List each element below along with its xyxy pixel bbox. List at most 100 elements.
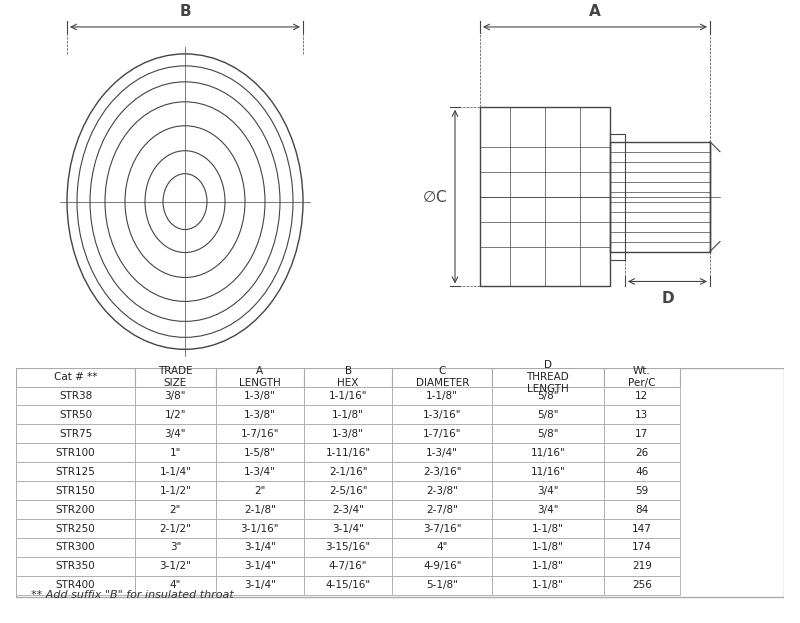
Bar bbox=[216, 424, 304, 444]
Text: 5/8": 5/8" bbox=[537, 391, 558, 401]
Bar bbox=[304, 406, 392, 424]
Bar bbox=[304, 368, 392, 386]
Text: 1-1/4": 1-1/4" bbox=[159, 467, 191, 477]
Text: STR150: STR150 bbox=[56, 486, 95, 496]
Bar bbox=[492, 538, 603, 557]
Bar bbox=[135, 481, 216, 500]
Bar bbox=[392, 576, 492, 595]
Bar bbox=[135, 462, 216, 481]
Text: 174: 174 bbox=[632, 543, 652, 553]
Text: 3/4": 3/4" bbox=[165, 429, 186, 439]
Text: 2": 2" bbox=[170, 505, 181, 515]
Text: 84: 84 bbox=[635, 505, 649, 515]
Bar bbox=[135, 519, 216, 538]
Text: STR50: STR50 bbox=[59, 410, 92, 420]
Text: 1-1/8": 1-1/8" bbox=[532, 561, 564, 571]
Bar bbox=[16, 557, 135, 576]
Bar bbox=[392, 500, 492, 519]
Bar bbox=[492, 386, 603, 406]
Bar bbox=[16, 406, 135, 424]
Bar bbox=[16, 424, 135, 444]
Text: A
LENGTH: A LENGTH bbox=[239, 366, 281, 388]
Bar bbox=[135, 557, 216, 576]
Text: TRADE
SIZE: TRADE SIZE bbox=[158, 366, 193, 388]
Text: 1-1/8": 1-1/8" bbox=[532, 581, 564, 591]
Bar bbox=[216, 519, 304, 538]
Text: 4": 4" bbox=[437, 543, 448, 553]
Bar bbox=[492, 462, 603, 481]
Text: 3/4": 3/4" bbox=[537, 505, 558, 515]
Text: C
DIAMETER: C DIAMETER bbox=[415, 366, 469, 388]
Bar bbox=[216, 444, 304, 462]
Text: 3/4": 3/4" bbox=[537, 486, 558, 496]
Bar bbox=[392, 424, 492, 444]
Text: 2-1/8": 2-1/8" bbox=[244, 505, 276, 515]
Bar bbox=[135, 500, 216, 519]
Text: 1-1/8": 1-1/8" bbox=[332, 410, 364, 420]
Text: B: B bbox=[179, 4, 191, 19]
Bar bbox=[16, 481, 135, 500]
Bar bbox=[135, 424, 216, 444]
Text: 17: 17 bbox=[635, 429, 649, 439]
Text: STR38: STR38 bbox=[59, 391, 92, 401]
Text: 3-1/16": 3-1/16" bbox=[241, 523, 279, 533]
Bar bbox=[304, 481, 392, 500]
Text: 3-1/4": 3-1/4" bbox=[244, 581, 276, 591]
Bar bbox=[603, 481, 680, 500]
Bar bbox=[135, 368, 216, 386]
Text: 46: 46 bbox=[635, 467, 649, 477]
Text: 1-3/4": 1-3/4" bbox=[244, 467, 276, 477]
Bar bbox=[216, 368, 304, 386]
Text: $\varnothing$C: $\varnothing$C bbox=[422, 189, 447, 204]
Text: 1-7/16": 1-7/16" bbox=[423, 429, 462, 439]
Text: STR250: STR250 bbox=[56, 523, 95, 533]
Text: 1-1/2": 1-1/2" bbox=[159, 486, 191, 496]
Bar bbox=[480, 107, 610, 287]
Text: 2-7/8": 2-7/8" bbox=[426, 505, 458, 515]
Text: 11/16": 11/16" bbox=[530, 467, 566, 477]
Text: 219: 219 bbox=[632, 561, 652, 571]
Text: A: A bbox=[589, 4, 601, 19]
Bar bbox=[492, 424, 603, 444]
Text: 2-3/4": 2-3/4" bbox=[332, 505, 364, 515]
Text: 12: 12 bbox=[635, 391, 649, 401]
Text: STR100: STR100 bbox=[56, 448, 95, 458]
Text: 1-1/16": 1-1/16" bbox=[329, 391, 367, 401]
Bar bbox=[216, 481, 304, 500]
Text: 4-7/16": 4-7/16" bbox=[329, 561, 367, 571]
Bar bbox=[603, 557, 680, 576]
Bar bbox=[603, 368, 680, 386]
Bar bbox=[392, 444, 492, 462]
Text: 147: 147 bbox=[632, 523, 652, 533]
Text: 1-1/8": 1-1/8" bbox=[532, 543, 564, 553]
Bar bbox=[603, 538, 680, 557]
Bar bbox=[603, 424, 680, 444]
Bar bbox=[135, 538, 216, 557]
Text: STR75: STR75 bbox=[59, 429, 92, 439]
Bar bbox=[304, 557, 392, 576]
Text: STR400: STR400 bbox=[56, 581, 95, 591]
Text: 256: 256 bbox=[632, 581, 652, 591]
Text: D
THREAD
LENGTH: D THREAD LENGTH bbox=[526, 361, 570, 394]
Text: 2-3/8": 2-3/8" bbox=[426, 486, 458, 496]
Text: ** Add suffix "B" for insulated throat: ** Add suffix "B" for insulated throat bbox=[31, 589, 234, 599]
Text: B
HEX: B HEX bbox=[338, 366, 359, 388]
Text: 2-1/16": 2-1/16" bbox=[329, 467, 367, 477]
Text: 13: 13 bbox=[635, 410, 649, 420]
Text: STR300: STR300 bbox=[56, 543, 95, 553]
Bar bbox=[304, 444, 392, 462]
Text: 3-7/16": 3-7/16" bbox=[423, 523, 462, 533]
Text: 5/8": 5/8" bbox=[537, 429, 558, 439]
Bar bbox=[216, 557, 304, 576]
Bar bbox=[16, 368, 135, 386]
Text: 1-1/8": 1-1/8" bbox=[532, 523, 564, 533]
Bar bbox=[304, 386, 392, 406]
Bar bbox=[492, 519, 603, 538]
FancyBboxPatch shape bbox=[16, 368, 784, 597]
Bar bbox=[216, 576, 304, 595]
Bar bbox=[392, 386, 492, 406]
Bar bbox=[16, 500, 135, 519]
Text: 1-3/4": 1-3/4" bbox=[426, 448, 458, 458]
Bar bbox=[603, 576, 680, 595]
Bar bbox=[216, 538, 304, 557]
